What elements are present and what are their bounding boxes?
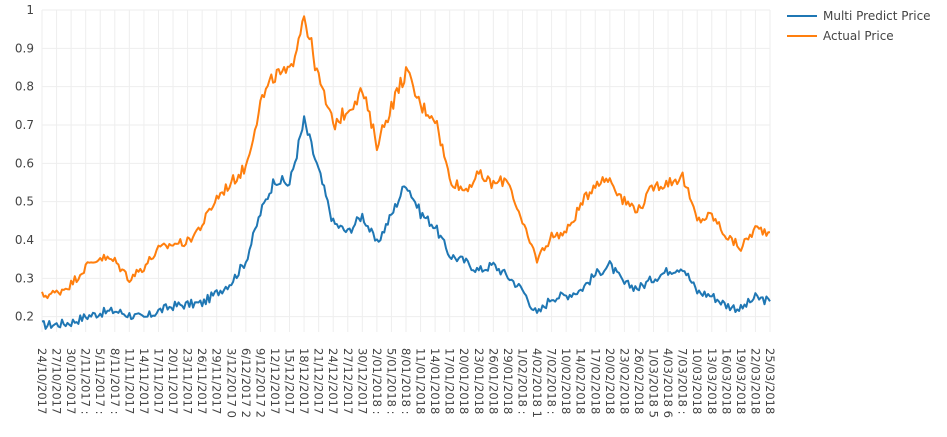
y-tick-label: 0.3 — [15, 271, 34, 285]
x-tick-label: 17/11/2017 — [151, 348, 165, 414]
y-tick-label: 0.5 — [15, 195, 34, 209]
x-axis-ticks: 24/10/2017 27/10/2017 30/10/2017 2/11/2017 … — [35, 348, 777, 418]
series-lines — [41, 15, 771, 330]
x-tick-label: 9/12/2017 2 — [253, 348, 267, 418]
y-tick-label: 0.8 — [15, 80, 34, 94]
x-tick-label: 20/11/2017 — [166, 348, 180, 414]
y-axis-ticks: 0.2 0.3 0.4 0.5 0.6 0.7 0.8 0.9 1 — [15, 3, 34, 324]
x-tick-label: 1/03/2018 5 — [647, 348, 661, 418]
x-tick-label: 20/01/2018 — [457, 348, 471, 414]
x-tick-label: 20/02/2018 — [603, 348, 617, 414]
x-tick-label: 17/02/2018 — [588, 348, 602, 414]
x-tick-label: 24/12/2017 — [326, 348, 340, 414]
x-tick-label: 24/10/2017 — [35, 348, 49, 414]
legend-swatch-multi-predict — [787, 15, 817, 17]
x-tick-label: 7/02/2018 : — [545, 348, 559, 415]
x-tick-label: 11/11/2017 — [122, 348, 136, 414]
x-tick-label: 5/01/2018 : — [384, 348, 398, 415]
x-tick-label: 2/01/2018 : — [370, 348, 384, 415]
x-tick-label: 21/12/2017 — [312, 348, 326, 414]
y-tick-label: 0.6 — [15, 156, 34, 170]
y-tick-label: 0.7 — [15, 118, 34, 132]
x-tick-label: 17/01/2018 — [443, 348, 457, 414]
y-tick-label: 0.2 — [15, 310, 34, 324]
x-tick-label: 18/12/2017 — [297, 348, 311, 414]
x-tick-label: 29/01/2018 — [501, 348, 515, 414]
series-line-multi-predict — [41, 115, 771, 330]
x-tick-label: 8/01/2018 : — [399, 348, 413, 415]
x-tick-label: 4/03/2018 6 — [661, 348, 675, 418]
x-tick-label: 10/03/2018 — [690, 348, 704, 414]
x-tick-label: 2/11/2017 : — [79, 348, 93, 415]
x-tick-label: 8/11/2017 : — [108, 348, 122, 415]
legend-swatch-actual — [787, 35, 817, 37]
x-tick-label: 10/02/2018 — [559, 348, 573, 414]
legend-item-actual[interactable]: Actual Price — [787, 26, 931, 46]
legend-item-multi-predict[interactable]: Multi Predict Price — [787, 6, 931, 26]
x-tick-label: 13/03/2018 — [705, 348, 719, 414]
gridlines — [41, 9, 771, 332]
legend-label-multi-predict: Multi Predict Price — [823, 9, 931, 23]
legend-label-actual: Actual Price — [823, 29, 894, 43]
x-tick-label: 7/03/2018 : — [676, 348, 690, 415]
x-tick-label: 29/11/2017 — [210, 348, 224, 414]
x-tick-label: 30/12/2017 — [355, 348, 369, 414]
x-tick-label: 14/01/2018 — [428, 348, 442, 414]
y-tick-label: 0.4 — [15, 233, 34, 247]
x-tick-label: 1/02/2018 : — [515, 348, 529, 415]
x-tick-label: 26/01/2018 — [486, 348, 500, 414]
x-tick-label: 22/03/2018 — [748, 348, 762, 414]
x-tick-label: 26/02/2018 — [632, 348, 646, 414]
y-tick-label: 1 — [26, 3, 34, 17]
x-tick-label: 27/12/2017 — [341, 348, 355, 414]
x-tick-label: 6/12/2017 2 — [239, 348, 253, 418]
x-tick-label: 25/03/2018 — [763, 348, 777, 414]
x-tick-label: 5/11/2017 : — [93, 348, 107, 415]
x-tick-label: 16/03/2018 — [719, 348, 733, 414]
x-tick-label: 19/03/2018 — [734, 348, 748, 414]
x-tick-label: 14/02/2018 — [574, 348, 588, 414]
x-tick-label: 14/11/2017 — [137, 348, 151, 414]
x-tick-label: 23/01/2018 — [472, 348, 486, 414]
x-tick-label: 23/11/2017 — [181, 348, 195, 414]
y-tick-label: 0.9 — [15, 41, 34, 55]
x-tick-label: 12/12/2017 — [268, 348, 282, 414]
x-tick-label: 3/12/2017 0 — [224, 348, 238, 418]
legend: Multi Predict Price Actual Price — [787, 6, 931, 46]
x-tick-label: 26/11/2017 — [195, 348, 209, 414]
x-tick-label: 15/12/2017 — [283, 348, 297, 414]
x-tick-label: 27/10/2017 — [50, 348, 64, 414]
x-tick-label: 23/02/2018 — [617, 348, 631, 414]
x-tick-label: 4/02/2018 1 — [530, 348, 544, 418]
series-line-actual — [41, 15, 770, 300]
x-tick-label: 30/10/2017 — [64, 348, 78, 414]
x-tick-label: 11/01/2018 — [414, 348, 428, 414]
